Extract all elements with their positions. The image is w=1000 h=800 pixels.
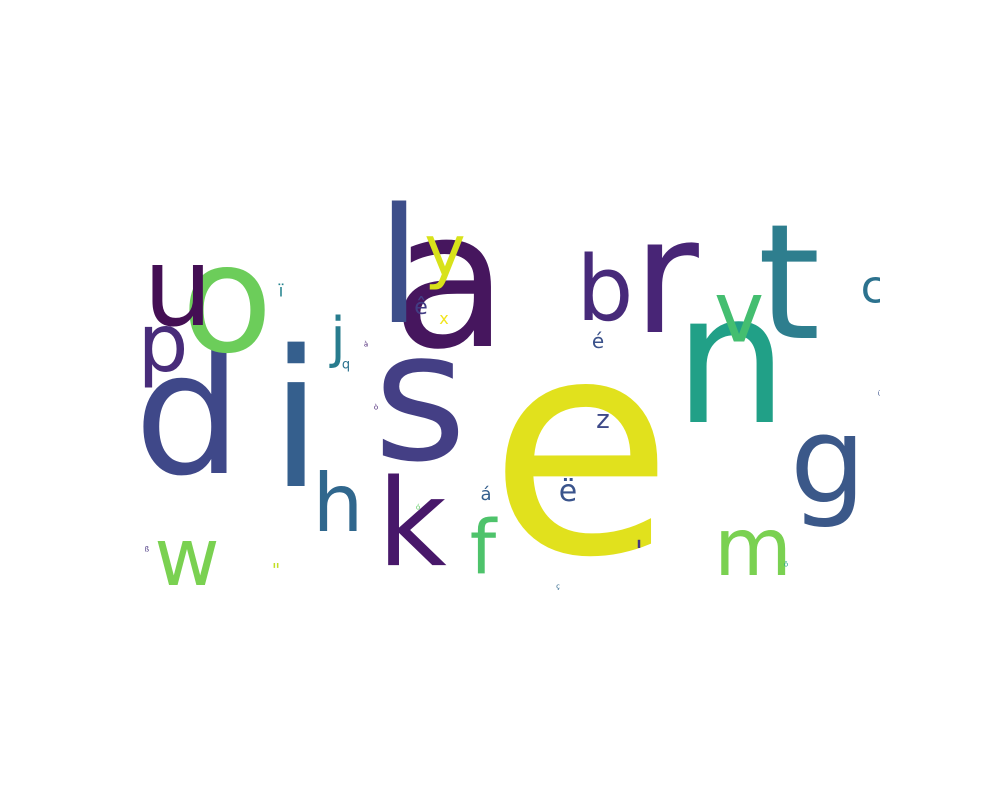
word-14: b xyxy=(576,237,634,342)
word-27: ê xyxy=(414,295,428,320)
word-2: a xyxy=(391,200,509,391)
word-1: e xyxy=(488,274,674,600)
word-29: á xyxy=(480,484,492,505)
word-8: o xyxy=(181,213,273,387)
word-34: à xyxy=(363,340,369,349)
word-11: g xyxy=(789,392,867,531)
word-37: ü xyxy=(878,390,880,398)
word-40: ç xyxy=(556,582,560,591)
word-24: ë xyxy=(558,474,578,509)
word-22: j xyxy=(330,305,346,370)
word-16: p xyxy=(137,297,189,390)
word-17: y xyxy=(424,210,466,292)
word-26: z xyxy=(596,405,610,435)
word-21: f xyxy=(469,503,497,592)
word-6: d xyxy=(134,316,242,514)
word-15: v xyxy=(713,263,765,363)
word-25: ' xyxy=(634,535,644,570)
word-5: i xyxy=(269,310,323,531)
word-38: ö xyxy=(783,560,789,569)
word-32: x xyxy=(439,309,449,328)
word-31: ï xyxy=(278,281,284,302)
word-33: q xyxy=(341,357,351,373)
word-20: w xyxy=(154,511,220,600)
word-12: u xyxy=(143,223,213,351)
word-19: m xyxy=(714,501,792,594)
word-30: " xyxy=(271,560,281,581)
word-36: ó xyxy=(415,503,421,512)
word-35: ò xyxy=(373,403,379,412)
word-23: c xyxy=(860,260,880,314)
word-3: s xyxy=(373,293,467,502)
word-18: h xyxy=(312,457,364,550)
word-39: ß xyxy=(144,545,150,554)
word-4: n xyxy=(673,256,789,465)
word-7: r xyxy=(633,200,699,370)
word-13: k xyxy=(377,455,447,594)
word-10: l xyxy=(376,200,422,360)
word-28: é xyxy=(591,329,605,353)
word-9: t xyxy=(757,200,821,376)
